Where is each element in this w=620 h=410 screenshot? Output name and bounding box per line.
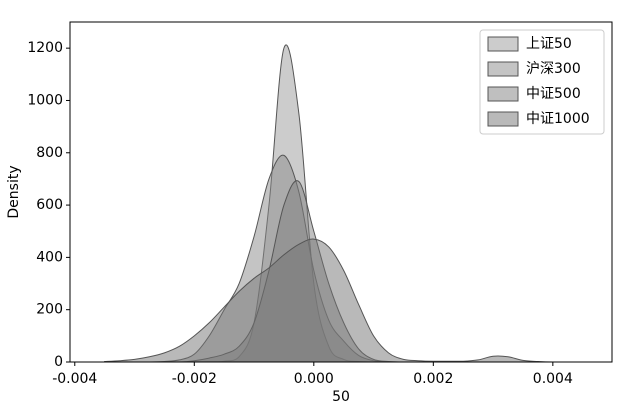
x-axis-label: 50 — [332, 389, 350, 405]
legend-label: 沪深300 — [526, 61, 581, 77]
plot-frame — [69, 21, 613, 363]
y-tick-label: 1000 — [27, 92, 63, 108]
density-area — [104, 238, 583, 363]
y-tick-label: 200 — [36, 302, 63, 318]
y-tick-label: 600 — [36, 197, 63, 213]
y-tick-label: 0 — [54, 354, 63, 370]
legend-swatch — [487, 86, 519, 102]
y-tick-label: 400 — [36, 249, 63, 265]
x-tick-label: 0.002 — [413, 371, 453, 387]
legend-box — [479, 29, 605, 135]
x-tick-label: 0.000 — [294, 371, 334, 387]
legend-label: 中证500 — [526, 86, 581, 102]
legend-label: 中证1000 — [526, 111, 590, 127]
x-tick-label: -0.004 — [52, 371, 97, 387]
legend-swatch — [487, 111, 519, 127]
legend-swatch — [487, 36, 519, 52]
legend-label: 上证50 — [526, 36, 572, 52]
x-tick-label: 0.004 — [533, 371, 573, 387]
x-tick-label: -0.002 — [172, 371, 217, 387]
y-axis-label: Density — [6, 165, 22, 218]
y-tick-label: 1200 — [27, 40, 63, 56]
legend-swatch — [487, 61, 519, 77]
y-tick-label: 800 — [36, 145, 63, 161]
